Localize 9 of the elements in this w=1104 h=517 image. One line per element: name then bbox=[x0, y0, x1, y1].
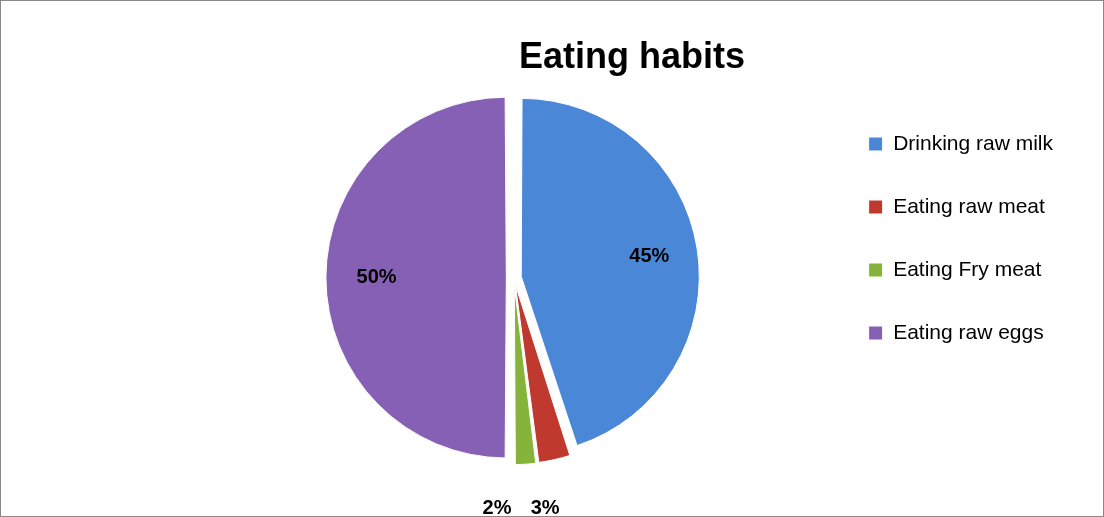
data-label: 3% bbox=[530, 496, 560, 517]
data-label: 50% bbox=[356, 265, 397, 288]
legend-label: Eating raw eggs bbox=[893, 319, 1044, 343]
legend-label: Drinking raw milk bbox=[893, 130, 1054, 154]
data-label: 45% bbox=[629, 243, 670, 266]
legend-label: Eating raw meat bbox=[893, 193, 1046, 217]
data-label: 2% bbox=[482, 496, 512, 517]
legend-label: Eating Fry meat bbox=[893, 256, 1042, 280]
chart-title: Eating habits bbox=[518, 34, 746, 76]
